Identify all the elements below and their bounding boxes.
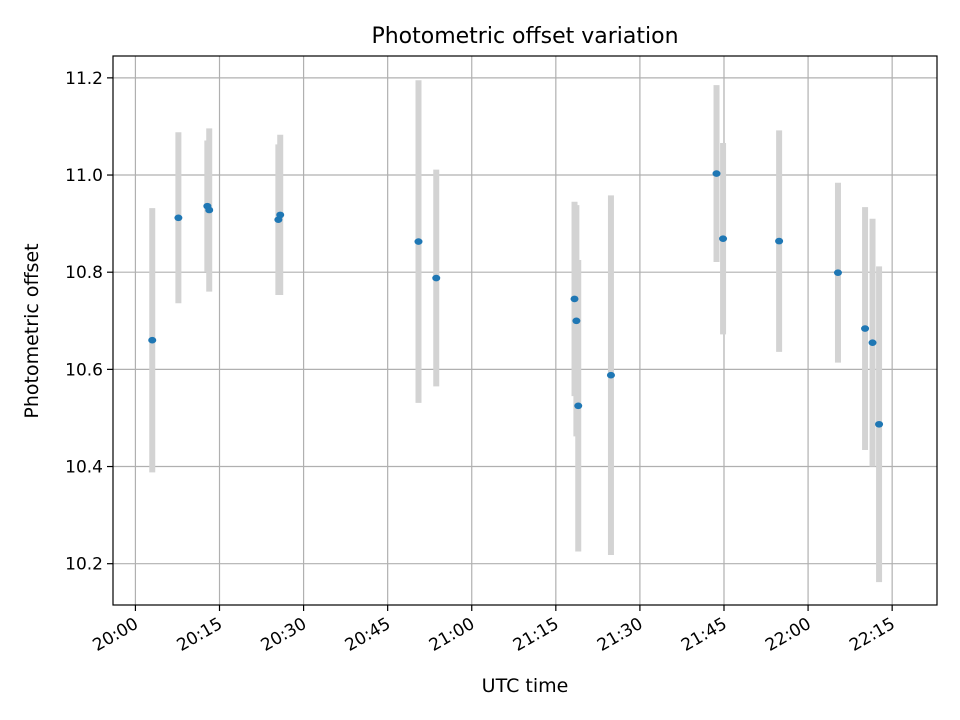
x-tick-label: 21:30 (594, 614, 646, 656)
data-point (868, 339, 877, 346)
y-tick-label: 11.2 (65, 69, 103, 89)
data-point (432, 274, 441, 282)
data-point (205, 206, 214, 214)
data-point (572, 317, 581, 325)
x-tick-label: 21:15 (510, 614, 562, 656)
data-point (570, 295, 579, 303)
data-point (861, 325, 870, 332)
data-point (833, 269, 842, 276)
y-tick-label: 10.4 (65, 458, 103, 478)
data-point (276, 211, 285, 219)
data-point (414, 238, 423, 245)
x-axis-label: UTC time (482, 675, 569, 697)
y-tick-label: 10.2 (65, 555, 103, 575)
data-point (712, 170, 721, 177)
x-tick-label: 20:45 (342, 614, 394, 656)
y-tick-label: 10.6 (65, 360, 103, 380)
axis-ticks: 20:00 20:15 20:30 20:45 21:00 21:15 21:30 21:45… (65, 69, 899, 656)
data-point (174, 214, 183, 222)
x-tick-label: 20:30 (258, 614, 310, 656)
data-point (574, 402, 583, 410)
y-tick-label: 10.8 (65, 263, 103, 283)
chart-title: Photometric offset variation (371, 24, 678, 49)
y-tick-label: 11.0 (65, 166, 103, 186)
data-point (875, 420, 884, 428)
x-tick-label: 21:00 (426, 614, 478, 656)
x-tick-label: 21:45 (678, 614, 730, 656)
data-point (719, 235, 728, 242)
x-tick-label: 22:00 (762, 614, 814, 656)
error-bars (149, 80, 883, 583)
grid (113, 56, 937, 605)
y-axis-label: Photometric offset (21, 243, 43, 418)
x-tick-label: 20:00 (89, 614, 141, 656)
x-tick-label: 22:15 (846, 614, 898, 656)
x-tick-label: 20:15 (174, 614, 226, 656)
data-points (148, 170, 884, 428)
data-point (775, 237, 784, 245)
data-point (148, 336, 157, 344)
plot-area-frame (112, 55, 938, 606)
data-point (606, 371, 615, 379)
